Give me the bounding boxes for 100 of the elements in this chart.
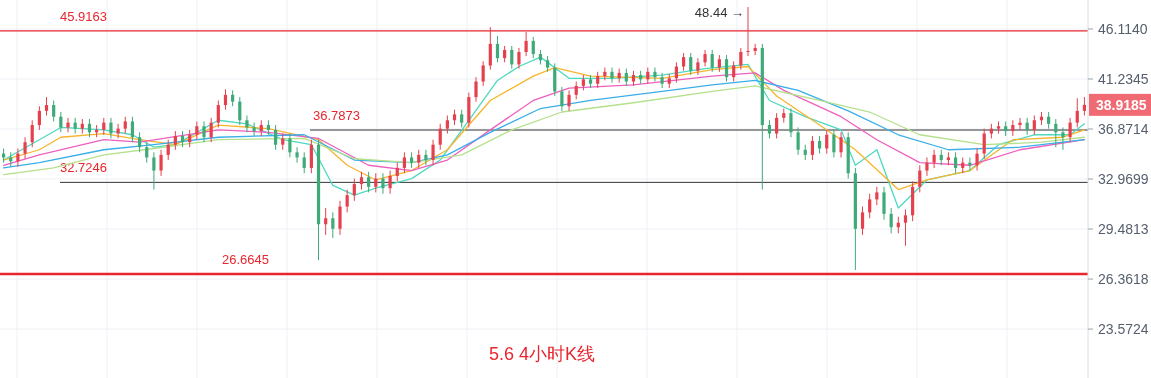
candlestick (23, 136, 27, 160)
candlestick (932, 149, 936, 169)
ref-line-label: 45.9163 (60, 8, 107, 24)
candlestick (374, 172, 378, 193)
candlestick (925, 156, 929, 177)
candlestick (653, 67, 657, 83)
candlestick (495, 35, 500, 63)
candlestick (66, 117, 70, 133)
candlestick (660, 72, 664, 89)
candlestick (839, 131, 843, 158)
candlestick (367, 171, 371, 193)
candlestick (1075, 97, 1079, 128)
candlestick (173, 130, 177, 151)
candlestick (1032, 115, 1036, 136)
text: 38.9185 (1096, 96, 1147, 113)
candlestick (882, 186, 886, 221)
candlestick (295, 146, 299, 164)
y-tick-label: 36.8714 (1098, 121, 1149, 138)
candlestick (137, 131, 142, 153)
candlestick (775, 112, 779, 139)
candlestick (44, 96, 49, 117)
candlestick (417, 149, 421, 169)
candlestick (195, 120, 199, 141)
candlestick (982, 128, 986, 160)
candlestick (553, 62, 557, 97)
candlestick (810, 135, 815, 161)
candlestick (689, 52, 693, 76)
candlestick (524, 31, 528, 57)
y-tick-label: 46.1140 (1098, 20, 1148, 37)
candlestick (1082, 96, 1087, 117)
candlestick (481, 60, 485, 87)
candlestick (381, 172, 385, 195)
ref-line-label: 32.7246 (60, 160, 107, 176)
candlestick (145, 141, 149, 164)
candlestick (395, 162, 399, 182)
candlestick (245, 115, 249, 133)
candlestick (30, 119, 34, 148)
candlestick (868, 193, 872, 219)
candlestick (517, 47, 521, 70)
candlestick (474, 76, 478, 103)
candlestick (324, 207, 328, 236)
candlestick (789, 108, 793, 138)
candlestick (252, 122, 256, 137)
candlestick (431, 139, 435, 166)
candlestick (510, 45, 514, 70)
candlestick (288, 133, 292, 158)
candlestick (159, 149, 163, 177)
candlestick (338, 200, 342, 236)
candlestick (710, 49, 714, 73)
candlestick (889, 207, 893, 234)
candlestick (331, 211, 335, 239)
ref-line-label: 26.6645 (222, 251, 269, 267)
candlestick (273, 124, 278, 151)
candlestick (610, 67, 614, 84)
candlestick (903, 208, 908, 247)
candlestick (918, 164, 922, 193)
candlestick (309, 139, 313, 174)
candlestick (1018, 117, 1022, 131)
candlestick (696, 57, 700, 76)
candlestick (37, 105, 41, 131)
candlestick (531, 36, 535, 59)
candlestick (302, 151, 306, 174)
candlestick (732, 60, 736, 83)
candlestick (345, 189, 349, 213)
candlestick (352, 178, 356, 202)
candlestick (832, 129, 836, 158)
candlestick (975, 147, 979, 172)
y-tick-label: 41.2345 (1098, 70, 1149, 87)
candlestick (402, 151, 407, 174)
candlestick (130, 116, 135, 143)
candlestick (116, 123, 120, 139)
candlestick (438, 123, 442, 151)
y-tick-label: 32.9699 (1098, 171, 1149, 188)
text: 5.6 4小时K线 (488, 344, 596, 364)
candlestick (445, 115, 449, 135)
candlestick (238, 96, 242, 126)
candlestick (216, 99, 220, 128)
candlestick (739, 47, 743, 71)
candlestick (860, 206, 865, 236)
candlestick (152, 151, 156, 191)
candlestick (488, 26, 492, 71)
candlestick (875, 186, 879, 206)
candlestick (109, 117, 113, 139)
y-tick-label: 29.4813 (1098, 221, 1149, 238)
candlestick (223, 88, 228, 111)
candlestick (202, 120, 206, 143)
candlestick (52, 99, 56, 122)
candlestick (724, 54, 729, 83)
ref-line-label: 36.7873 (313, 108, 360, 124)
y-tick-label: 23.5724 (1098, 321, 1149, 338)
candlestick (388, 170, 392, 195)
candlestick (746, 6, 750, 57)
candlestick (1061, 126, 1065, 151)
candlestick (166, 139, 170, 161)
candlestick (560, 86, 564, 112)
candlestick (767, 119, 772, 139)
y-tick-label: 26.3618 (1098, 271, 1149, 288)
candlestick (953, 151, 958, 174)
annotation: 48.44 → (694, 4, 744, 20)
candlestick (567, 89, 571, 112)
